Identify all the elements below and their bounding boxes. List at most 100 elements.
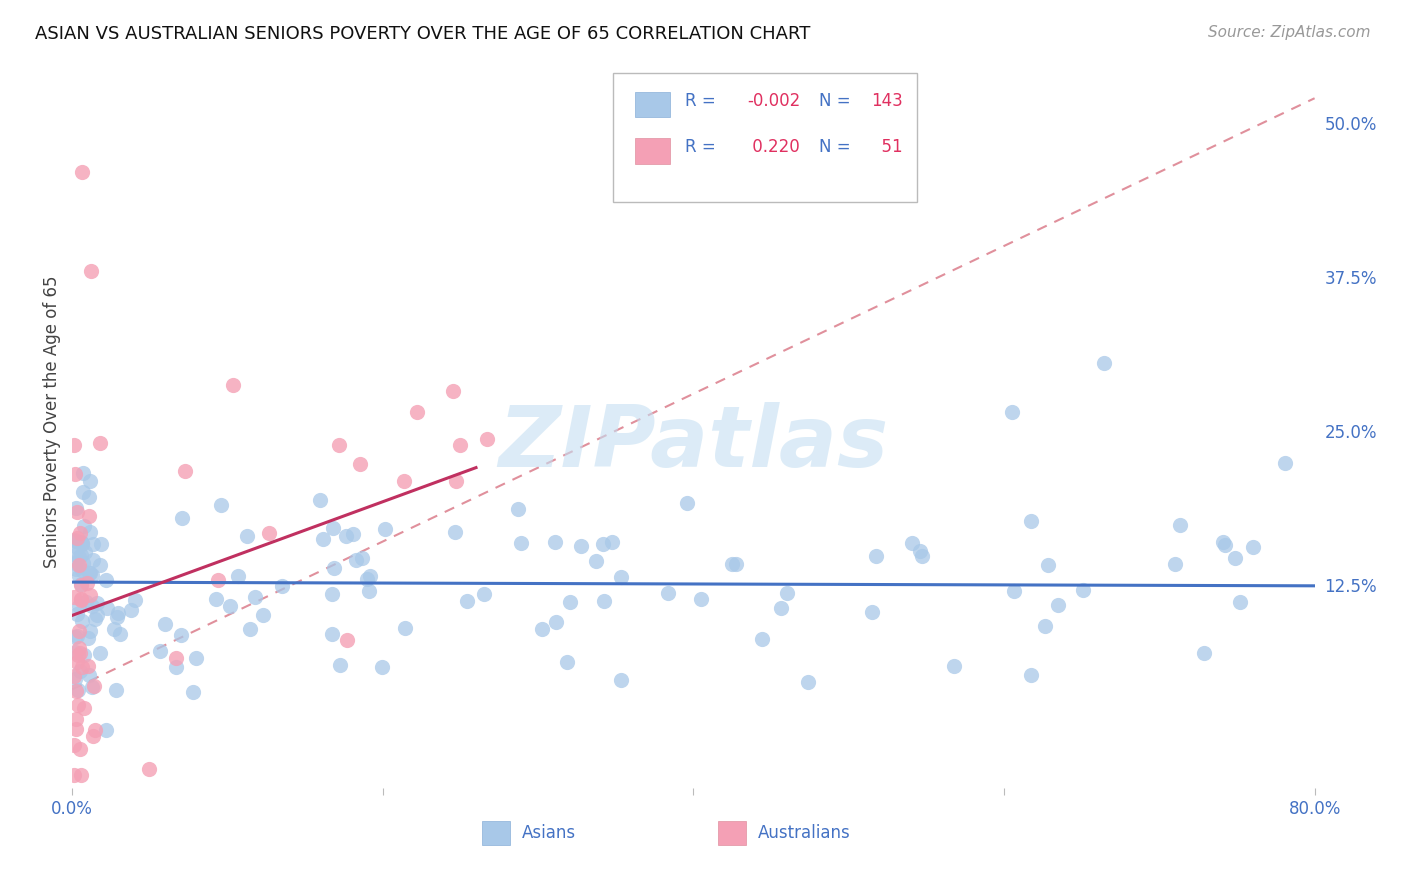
Point <box>170 628 193 642</box>
Point <box>89 646 111 660</box>
Point <box>65 505 87 519</box>
Point <box>108 627 131 641</box>
Point <box>394 621 416 635</box>
Point <box>374 522 396 536</box>
Point <box>72 563 94 577</box>
Point <box>65 723 87 737</box>
Point <box>65 533 87 548</box>
Point <box>67 624 90 638</box>
Point <box>79 475 101 489</box>
Point <box>312 532 335 546</box>
Point <box>770 600 793 615</box>
Point <box>65 630 87 644</box>
Point <box>328 438 350 452</box>
Point <box>80 681 103 695</box>
Point <box>860 606 883 620</box>
Point <box>531 622 554 636</box>
Point <box>62 669 84 683</box>
Point <box>69 549 91 563</box>
Bar <box>636 138 669 163</box>
Point <box>65 548 87 562</box>
Point <box>70 660 93 674</box>
Point <box>73 648 96 663</box>
Point <box>1164 557 1187 571</box>
Point <box>65 500 87 515</box>
Point <box>1194 646 1216 660</box>
Point <box>72 556 94 570</box>
Point <box>69 742 91 756</box>
Point <box>181 685 204 699</box>
Point <box>65 712 87 726</box>
Point <box>65 684 87 698</box>
Text: N =: N = <box>818 92 856 110</box>
Point <box>323 560 346 574</box>
Point <box>83 679 105 693</box>
Point <box>79 566 101 580</box>
Point <box>219 599 242 613</box>
Point <box>322 521 344 535</box>
Point <box>724 558 747 572</box>
Point <box>96 723 118 738</box>
Point <box>544 615 567 629</box>
Point <box>65 645 87 659</box>
Point <box>1001 405 1024 419</box>
Point <box>569 539 592 553</box>
Point <box>1073 583 1095 598</box>
Point <box>600 534 623 549</box>
Point <box>555 655 578 669</box>
Point <box>1241 540 1264 554</box>
Point <box>1021 515 1043 529</box>
Point <box>82 599 104 614</box>
Point <box>243 591 266 605</box>
Point <box>359 569 381 583</box>
Point <box>797 674 820 689</box>
Point <box>77 631 100 645</box>
Point <box>352 551 374 566</box>
Text: Asians: Asians <box>522 824 576 842</box>
Point <box>1215 538 1237 552</box>
Bar <box>613 73 917 202</box>
Point <box>70 537 93 551</box>
Point <box>475 432 498 446</box>
Point <box>82 537 104 551</box>
Point <box>1033 619 1056 633</box>
Point <box>77 566 100 580</box>
Point <box>270 579 292 593</box>
Point <box>908 544 931 558</box>
Point <box>173 465 195 479</box>
Point <box>77 658 100 673</box>
Point <box>94 574 117 588</box>
Point <box>96 601 118 615</box>
Point <box>65 539 87 553</box>
Point <box>371 659 394 673</box>
Text: ZIPatlas: ZIPatlas <box>498 402 889 485</box>
Point <box>89 436 111 450</box>
Point <box>103 622 125 636</box>
Text: Australians: Australians <box>758 824 851 842</box>
Point <box>392 475 415 489</box>
Bar <box>482 822 509 845</box>
Point <box>86 608 108 623</box>
Point <box>76 575 98 590</box>
Point <box>205 591 228 606</box>
Point <box>1223 550 1246 565</box>
Point <box>1274 456 1296 470</box>
Point <box>443 524 465 539</box>
Point <box>66 698 89 713</box>
Bar <box>636 92 669 118</box>
Point <box>444 474 467 488</box>
Point <box>910 549 932 563</box>
Point <box>77 668 100 682</box>
Point <box>124 593 146 607</box>
Point <box>138 762 160 776</box>
Text: R =: R = <box>685 92 721 110</box>
Point <box>65 556 87 570</box>
Point <box>70 534 93 549</box>
Point <box>560 595 582 609</box>
Point <box>67 648 90 662</box>
Point <box>86 596 108 610</box>
Point <box>62 438 84 452</box>
Point <box>65 562 87 576</box>
Text: N =: N = <box>818 137 856 156</box>
Point <box>329 658 352 673</box>
